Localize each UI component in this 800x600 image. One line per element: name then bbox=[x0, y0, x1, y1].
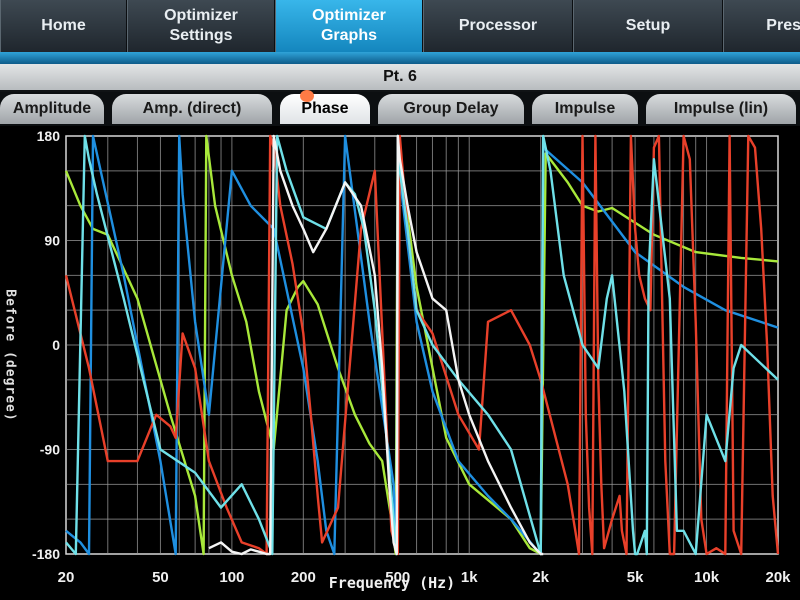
y-tick-label: 0 bbox=[52, 337, 60, 353]
tab-impulse-lin-label: Impulse (lin) bbox=[673, 100, 769, 117]
accent-rule bbox=[0, 52, 800, 64]
nav-processor-button[interactable]: Processor bbox=[423, 0, 573, 52]
tab-amp-direct-label: Amp. (direct) bbox=[142, 100, 242, 117]
y-tick-label: 180 bbox=[37, 128, 61, 144]
phase-plot: 180 90 0 -90 -180 20 50 100 200 500 1k 2k 5k 10k 20k Fr… bbox=[0, 126, 800, 600]
nav-optimizer-graphs-label: Optimizer Graphs bbox=[312, 7, 386, 44]
y-axis-label: Before (degree) bbox=[2, 289, 18, 422]
x-tick-label: 1k bbox=[461, 569, 478, 586]
series-line-0 bbox=[64, 134, 779, 556]
point-title-bar: Pt. 6 bbox=[0, 64, 800, 90]
x-tick-label: 50 bbox=[152, 569, 169, 586]
tab-phase-label: Phase bbox=[301, 100, 349, 117]
tab-group-delay[interactable]: Group Delay bbox=[378, 94, 524, 124]
top-navigation: Home Optimizer Settings Optimizer Graphs… bbox=[0, 0, 800, 52]
nav-setup-label: Setup bbox=[625, 17, 671, 34]
nav-home-label: Home bbox=[41, 17, 86, 34]
x-tick-label: 5k bbox=[627, 569, 644, 586]
tab-group-delay-label: Group Delay bbox=[403, 100, 499, 117]
graph-tabs: Amplitude Amp. (direct) Phase Group Dela… bbox=[0, 90, 800, 126]
nav-optimizer-settings-label: Optimizer Settings bbox=[164, 7, 238, 44]
x-tick-label: 20k bbox=[765, 569, 791, 586]
tab-amplitude-label: Amplitude bbox=[12, 100, 92, 117]
point-title: Pt. 6 bbox=[383, 68, 417, 85]
x-tick-label: 2k bbox=[532, 569, 549, 586]
y-tick-label: -90 bbox=[40, 442, 60, 458]
series-line-4 bbox=[208, 134, 544, 556]
y-tick-label: -180 bbox=[32, 546, 60, 562]
x-tick-label: 100 bbox=[219, 569, 244, 586]
tab-impulse[interactable]: Impulse bbox=[532, 94, 638, 124]
nav-presets-label: Pres bbox=[766, 17, 800, 34]
series-line-3 bbox=[65, 134, 779, 556]
x-tick-label: 10k bbox=[694, 569, 720, 586]
y-tick-label: 90 bbox=[44, 233, 60, 249]
tab-amplitude[interactable]: Amplitude bbox=[0, 94, 104, 124]
tab-amp-direct[interactable]: Amp. (direct) bbox=[112, 94, 272, 124]
nav-optimizer-settings-button[interactable]: Optimizer Settings bbox=[127, 0, 275, 52]
active-indicator-dot bbox=[300, 90, 314, 102]
x-tick-label: 200 bbox=[291, 569, 316, 586]
phase-chart: 180 90 0 -90 -180 20 50 100 200 500 1k 2k 5k 10k 20k Fr… bbox=[32, 128, 791, 592]
nav-processor-label: Processor bbox=[458, 17, 538, 34]
tab-impulse-lin[interactable]: Impulse (lin) bbox=[646, 94, 796, 124]
tab-impulse-label: Impulse bbox=[554, 100, 616, 117]
nav-setup-button[interactable]: Setup bbox=[573, 0, 723, 52]
nav-presets-button[interactable]: Pres bbox=[723, 0, 800, 52]
x-tick-label: 20 bbox=[58, 569, 75, 586]
nav-home-button[interactable]: Home bbox=[0, 0, 127, 52]
x-axis-label: Frequency (Hz) bbox=[329, 574, 455, 592]
tab-phase[interactable]: Phase bbox=[280, 90, 370, 124]
nav-optimizer-graphs-button[interactable]: Optimizer Graphs bbox=[275, 0, 423, 52]
x-tick-label: 500 bbox=[385, 569, 410, 586]
